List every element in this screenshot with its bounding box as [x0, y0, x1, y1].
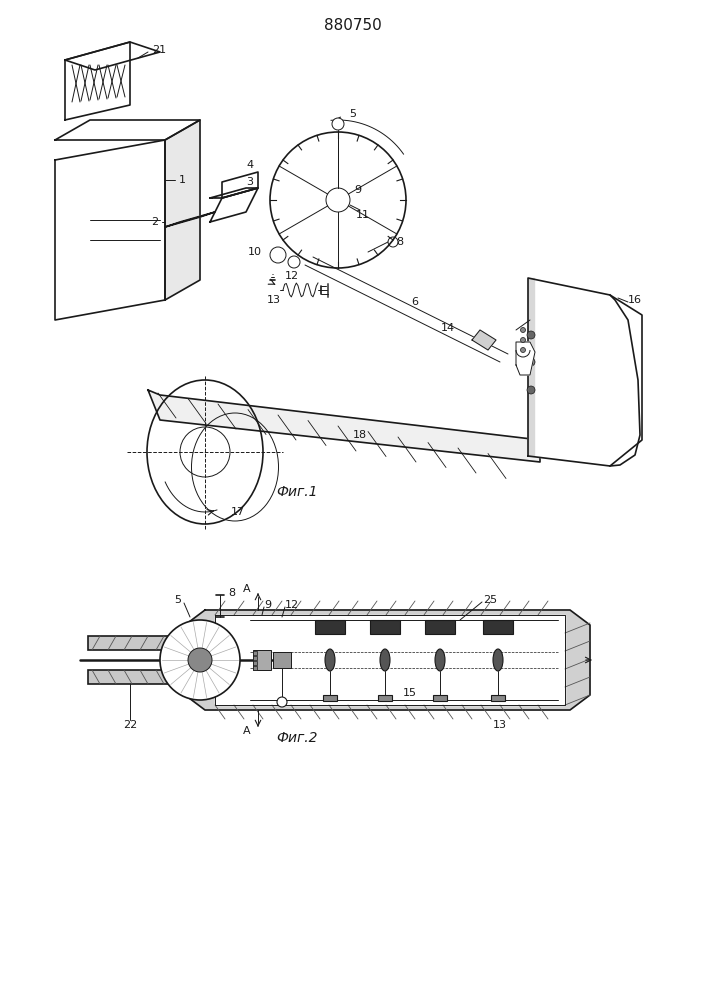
Polygon shape: [185, 610, 590, 710]
Polygon shape: [210, 188, 258, 222]
Bar: [253, 666, 257, 670]
Ellipse shape: [493, 649, 503, 671]
Circle shape: [160, 620, 240, 700]
Text: 13: 13: [493, 720, 507, 730]
Bar: [323, 695, 337, 701]
Text: 6: 6: [411, 297, 419, 307]
Circle shape: [520, 338, 525, 342]
Polygon shape: [55, 140, 165, 320]
Text: 5: 5: [175, 595, 182, 605]
Ellipse shape: [435, 649, 445, 671]
Circle shape: [520, 348, 525, 353]
Text: 5: 5: [349, 109, 356, 119]
Text: 13: 13: [267, 295, 281, 305]
Polygon shape: [516, 342, 535, 375]
Text: 2: 2: [151, 217, 158, 227]
Bar: [273, 652, 291, 668]
Text: 9: 9: [354, 185, 361, 195]
Ellipse shape: [325, 649, 335, 671]
Bar: [88, 636, 228, 650]
Text: 21: 21: [152, 45, 166, 55]
Bar: [370, 620, 400, 634]
Bar: [253, 656, 257, 660]
Text: 3: 3: [247, 177, 254, 187]
Text: 17: 17: [231, 507, 245, 517]
Text: 22: 22: [123, 720, 137, 730]
Text: 8: 8: [228, 588, 235, 598]
Text: 4: 4: [247, 160, 254, 170]
Text: 1: 1: [178, 175, 185, 185]
Polygon shape: [215, 615, 565, 705]
Text: 9: 9: [264, 600, 271, 610]
Polygon shape: [165, 120, 200, 300]
Bar: [378, 695, 392, 701]
Bar: [253, 650, 271, 670]
Polygon shape: [472, 330, 496, 350]
Bar: [253, 661, 257, 665]
Text: 18: 18: [353, 430, 367, 440]
Bar: [433, 695, 447, 701]
Polygon shape: [528, 278, 534, 456]
Circle shape: [332, 118, 344, 130]
Bar: [483, 620, 513, 634]
Circle shape: [527, 331, 535, 339]
Text: 25: 25: [483, 595, 497, 605]
Text: 16: 16: [628, 295, 642, 305]
Bar: [88, 670, 228, 684]
Polygon shape: [65, 42, 160, 70]
Text: A: A: [243, 584, 251, 594]
Text: 15: 15: [403, 688, 417, 698]
Bar: [253, 651, 257, 655]
Bar: [315, 620, 345, 634]
Circle shape: [527, 358, 535, 366]
Bar: [425, 620, 455, 634]
Text: A: A: [243, 726, 251, 736]
Text: Фиг.2: Фиг.2: [276, 731, 317, 745]
Text: 11: 11: [356, 210, 370, 220]
Text: 14: 14: [441, 323, 455, 333]
Polygon shape: [148, 390, 540, 462]
Text: 12: 12: [285, 271, 299, 281]
Ellipse shape: [380, 649, 390, 671]
Text: 12: 12: [285, 600, 299, 610]
Text: 10: 10: [248, 247, 262, 257]
Circle shape: [326, 188, 350, 212]
Text: Фиг.1: Фиг.1: [276, 485, 317, 499]
Polygon shape: [528, 278, 642, 466]
Bar: [491, 695, 505, 701]
Circle shape: [527, 386, 535, 394]
Polygon shape: [210, 188, 258, 198]
Text: 880750: 880750: [324, 17, 382, 32]
Circle shape: [520, 328, 525, 332]
Polygon shape: [55, 120, 200, 140]
Polygon shape: [165, 212, 215, 227]
Text: 8: 8: [397, 237, 404, 247]
Circle shape: [188, 648, 212, 672]
Circle shape: [277, 697, 287, 707]
Polygon shape: [222, 172, 258, 198]
Polygon shape: [65, 42, 130, 120]
